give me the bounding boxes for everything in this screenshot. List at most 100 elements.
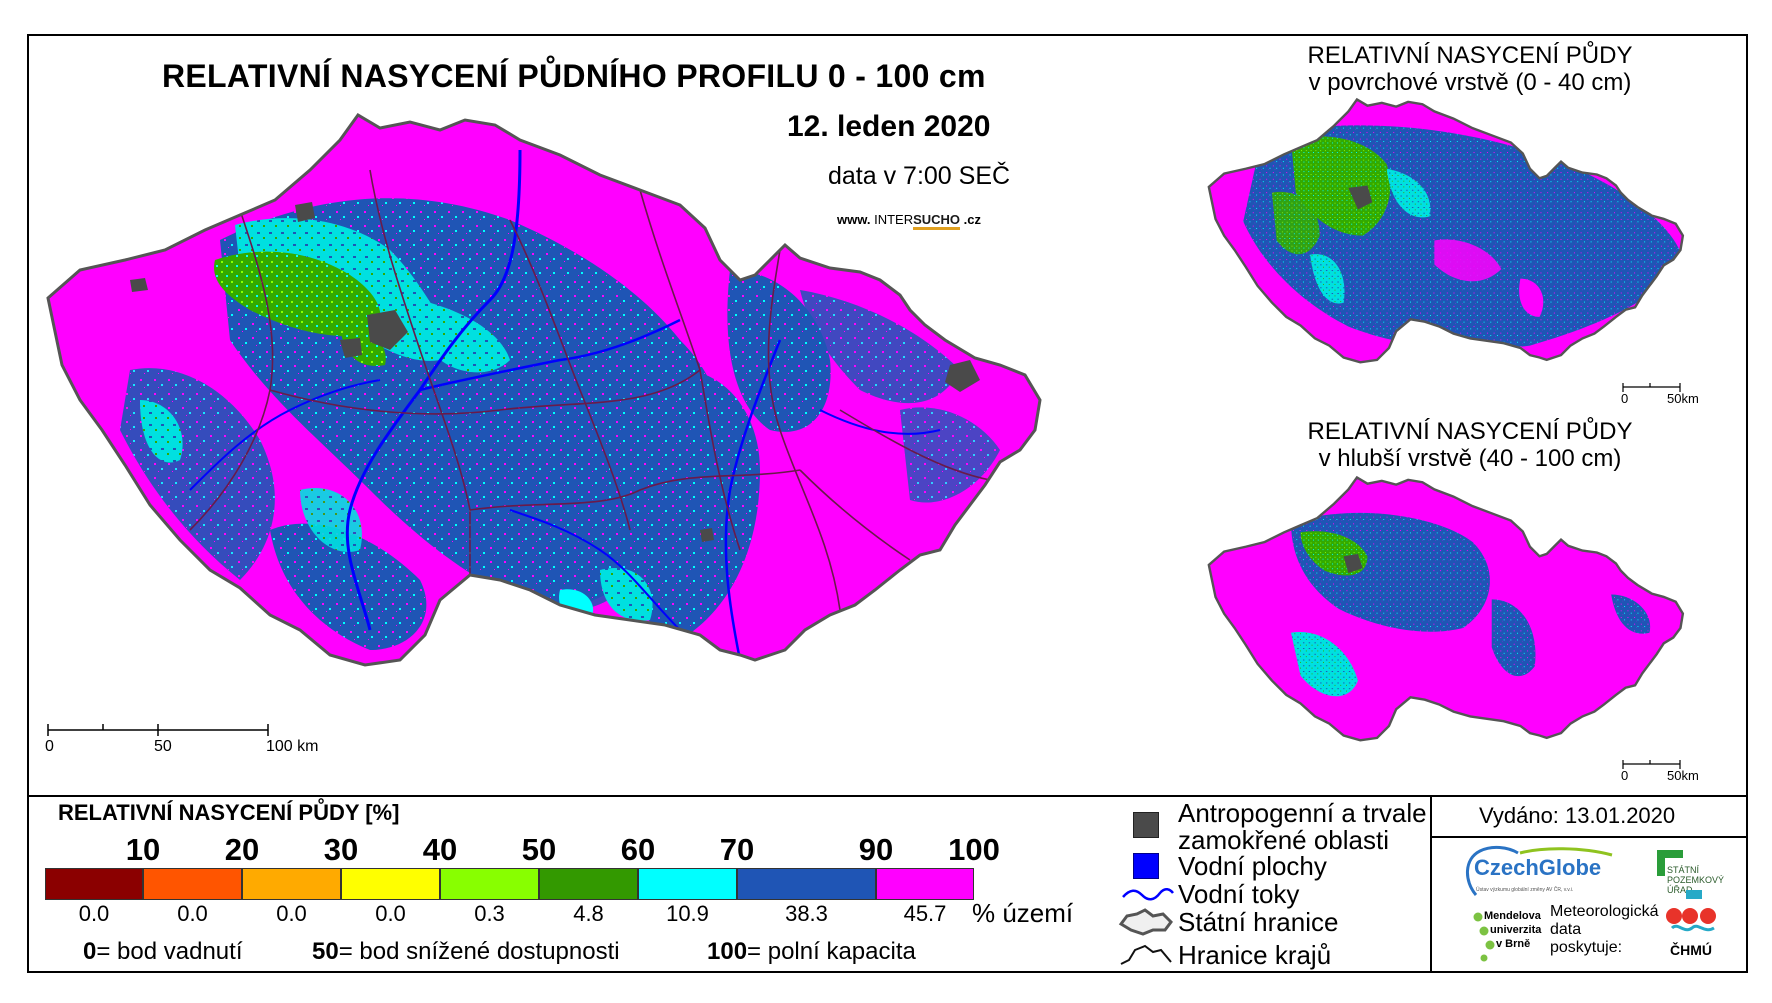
legend-tick-label: 30 (323, 832, 359, 867)
legend-color-segment (638, 868, 737, 900)
wetland-label-line2: zamokřené oblasti (1178, 825, 1389, 855)
main-scale-hundred: 100 km (266, 738, 319, 755)
region-border-symbol-icon (1120, 944, 1172, 965)
legend-title: RELATIVNÍ NASYCENÍ PŮDY [%] (58, 800, 400, 825)
legend-percent-value: 38.3 (785, 901, 828, 926)
main-soil-saturation-map (46, 113, 1042, 667)
spu-line2: POZEMKOVÝ (1667, 875, 1725, 885)
website-sucho: SUCHO (913, 212, 961, 230)
legend-color-segment (242, 868, 341, 900)
rivers-label: Vodní toky (1178, 879, 1300, 909)
definition-0-text: = bod vadnutí (96, 938, 243, 965)
inset-deep-title-line1: RELATIVNÍ NASYCENÍ PŮDY (1307, 418, 1633, 445)
definition-100-value: 100 (707, 938, 748, 965)
meteo-line3: poskytuje: (1550, 939, 1623, 956)
website-inter: INTER (874, 212, 914, 227)
legend-percent-value: 0.0 (177, 901, 208, 926)
inset-surface-scale-zero: 0 (1621, 391, 1629, 406)
definition-100: 100= polní kapacita (707, 938, 916, 966)
meteo-line1: Meteorologická (1550, 903, 1659, 920)
definition-0-value: 0 (83, 938, 97, 965)
wetland-swatch (1133, 812, 1159, 838)
definition-100-text: = polní kapacita (747, 938, 916, 965)
legend-tick-label: 90 (858, 832, 894, 867)
chmu-logo-icon (1666, 890, 1716, 932)
mendel-line1: Mendelova (1484, 910, 1541, 922)
definition-50-text: = bod snížené dostupnosti (338, 938, 620, 965)
legend-tick-label: 10 (125, 832, 161, 867)
inset-surface-scale-end: 50km (1667, 391, 1699, 406)
wetland-label-line1: Antropogenní a trvale (1178, 798, 1427, 828)
legend-vertical-divider (1430, 795, 1432, 973)
legend-tick-label: 50 (521, 832, 557, 867)
spu-line3: ÚŘAD (1667, 885, 1693, 895)
main-scale-fifty: 50 (154, 738, 172, 755)
main-scale-zero: 0 (45, 738, 54, 755)
state-border-label: Státní hranice (1178, 907, 1339, 937)
spu-logo-text: STÁTNÍ POZEMKOVÝ ÚŘAD (1667, 865, 1724, 895)
legend-percent-value: 0.0 (276, 901, 307, 926)
legend-color-segment (341, 868, 440, 900)
inset-deep-title: RELATIVNÍ NASYCENÍ PŮDY v hlubší vrstvě … (1245, 418, 1695, 472)
czechglobe-logo-text: CzechGlobe (1474, 855, 1602, 880)
inset-deep-scale-zero: 0 (1621, 768, 1629, 783)
legend-percent-value: 0.3 (474, 901, 505, 926)
legend-tick-label: 70 (719, 832, 755, 867)
legend-percent-unit: % území (972, 898, 1074, 928)
legend-tick-label: 20 (224, 832, 260, 867)
inset-surface-title-line1: RELATIVNÍ NASYCENÍ PŮDY (1307, 42, 1633, 69)
legend-color-segment (440, 868, 539, 900)
legend-percent-value: 10.9 (666, 901, 709, 926)
inset-deep-map (1207, 476, 1685, 742)
website-suffix: .cz (963, 212, 982, 227)
legend-color-segment (539, 868, 638, 900)
website-prefix: www. (837, 212, 871, 227)
legend-tick-label: 40 (422, 832, 458, 867)
region-border-label: Hranice krajů (1178, 940, 1332, 970)
legend-color-segment (737, 868, 876, 900)
data-time: data v 7:00 SEČ (828, 162, 1011, 190)
legend-percent-value: 0.0 (375, 901, 406, 926)
spu-logo-icon (1657, 850, 1683, 876)
mendel-university-logo-text: Mendelova univerzita v Brně (1484, 909, 1541, 951)
main-scale-bar (47, 724, 269, 736)
inset-surface-title: RELATIVNÍ NASYCENÍ PŮDY v povrchové vrst… (1245, 42, 1695, 96)
inset-surface-title-line2: v povrchové vrstvě (0 - 40 cm) (1308, 69, 1632, 96)
chmu-logo-text: ČHMÚ (1670, 942, 1712, 958)
inset-deep-scale-end: 50km (1667, 768, 1699, 783)
meteo-data-note: Meteorologická data poskytuje: (1550, 903, 1659, 957)
legend-percent-value: 4.8 (573, 901, 604, 926)
legend-divider (27, 795, 1748, 797)
legend-tick-label: 100 (948, 832, 1000, 867)
legend-color-segment (143, 868, 242, 900)
mendel-university-logo-icon (1473, 912, 1495, 962)
legend-color-segment (45, 868, 143, 900)
water-bodies-swatch (1133, 853, 1159, 879)
issued-divider (1430, 836, 1748, 838)
rivers-symbol-icon (1122, 888, 1174, 901)
spu-line1: STÁTNÍ (1667, 865, 1700, 875)
wetland-label: Antropogenní a trvale zamokřené oblasti (1178, 800, 1427, 854)
definition-0: 0= bod vadnutí (83, 938, 242, 966)
map-date: 12. leden 2020 (787, 110, 991, 143)
legend-tick-label: 60 (620, 832, 656, 867)
state-border-symbol-icon (1118, 908, 1173, 936)
mendel-line2: univerzita (1490, 924, 1542, 936)
inset-surface-map (1207, 98, 1685, 364)
czechglobe-logo-subtitle: Ústav výzkumu globální změny AV ČR, v.v.… (1476, 887, 1574, 893)
inset-surface-scale-bar (1622, 383, 1681, 392)
legend-color-segment (876, 868, 974, 900)
legend-percent-value: 45.7 (903, 901, 947, 926)
map-title: RELATIVNÍ NASYCENÍ PŮDNÍHO PROFILU 0 - 1… (162, 58, 986, 94)
mendel-line3: v Brně (1496, 938, 1531, 950)
meteo-line2: data (1550, 921, 1582, 938)
inset-deep-title-line2: v hlubší vrstvě (40 - 100 cm) (1318, 445, 1622, 472)
definition-50-value: 50 (312, 938, 339, 965)
definition-50: 50= bod snížené dostupnosti (312, 938, 620, 966)
website-link[interactable]: www. INTERSUCHO .cz (837, 212, 982, 230)
water-bodies-label: Vodní plochy (1178, 851, 1327, 881)
czechglobe-logo-icon (1466, 845, 1613, 896)
inset-deep-scale-bar (1622, 760, 1681, 769)
issued-date: Vydáno: 13.01.2020 (1479, 803, 1676, 828)
legend-percent-value: 0.0 (78, 901, 110, 926)
